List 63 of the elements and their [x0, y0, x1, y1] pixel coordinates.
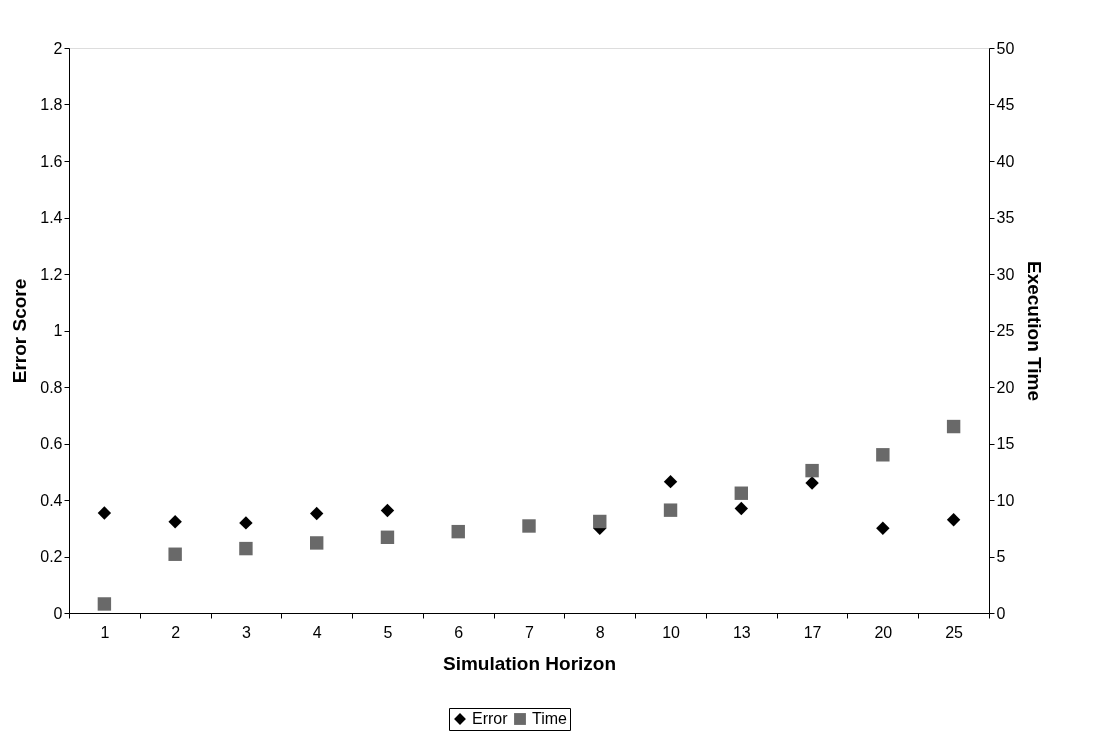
point	[168, 547, 182, 561]
point	[380, 503, 395, 518]
x-tick-label: 7	[525, 623, 535, 641]
y2-tick-label: 10	[996, 491, 1015, 509]
y-tick-label: 0.6	[40, 435, 63, 452]
y2-tick-label: 0	[996, 604, 1006, 622]
y-tick-label: 0.4	[40, 491, 63, 509]
y2-tick-label: 25	[996, 322, 1015, 339]
x-tick-label: 20	[874, 623, 893, 641]
point	[522, 519, 536, 533]
x-tick-label: 10	[662, 623, 681, 641]
y-tick-label: 0.2	[40, 548, 63, 565]
x-tick-label: 13	[732, 623, 751, 641]
y2-tick-label: 40	[996, 152, 1015, 170]
y2-tick-label: 15	[996, 435, 1015, 452]
x-tick-label: 2	[171, 623, 181, 641]
x-axis-title: Simulation Horizon	[442, 652, 617, 674]
point	[239, 516, 253, 530]
y-tick-label: 1	[53, 322, 63, 339]
y-tick-label: 1.8	[40, 96, 63, 113]
x-tick-label: 4	[312, 623, 322, 641]
y2-tick-label: 50	[996, 39, 1015, 57]
point	[663, 503, 678, 517]
point	[239, 541, 253, 556]
point	[946, 419, 961, 434]
point	[309, 506, 324, 521]
y-tick-label: 1.6	[40, 152, 63, 170]
point	[946, 513, 961, 527]
y-axis-title: Error Score	[9, 278, 31, 384]
y2-tick-label: 35	[996, 209, 1015, 226]
point	[97, 506, 112, 520]
point	[734, 501, 749, 516]
point	[309, 536, 324, 550]
x-tick-label: 25	[945, 623, 964, 641]
point	[734, 486, 749, 500]
point	[97, 597, 112, 611]
point	[876, 448, 890, 462]
y-tick-label: 1.2	[40, 265, 63, 283]
y-tick-label: 0.8	[40, 378, 63, 396]
point	[380, 530, 395, 544]
x-tick-label: 3	[241, 623, 251, 641]
legend-label: Error	[472, 710, 509, 727]
y-tick-label: 2	[53, 39, 63, 57]
x-tick-label: 5	[383, 623, 393, 641]
y2-tick-label: 45	[996, 96, 1015, 113]
y2-axis-title: Execution Time	[1024, 260, 1046, 402]
point	[593, 514, 607, 529]
point	[663, 474, 678, 489]
x-tick-label: 8	[595, 623, 605, 641]
y2-tick-label: 5	[996, 548, 1006, 565]
y-tick-label: 0	[53, 604, 63, 622]
legend-label: Time	[532, 710, 568, 727]
point	[168, 515, 182, 529]
point	[876, 521, 890, 535]
x-tick-label: 17	[803, 623, 822, 641]
y-tick-label: 1.4	[40, 209, 63, 226]
point	[805, 463, 819, 478]
y2-tick-label: 20	[996, 378, 1015, 396]
point	[805, 476, 819, 490]
x-tick-label: 1	[100, 623, 110, 641]
point	[451, 524, 465, 539]
x-tick-label: 6	[454, 623, 464, 641]
y2-tick-label: 30	[996, 265, 1015, 283]
